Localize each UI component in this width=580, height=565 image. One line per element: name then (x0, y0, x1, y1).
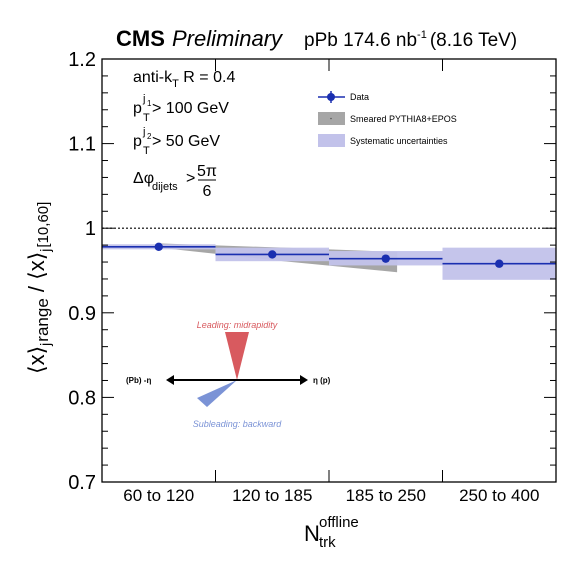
jet-main: anti-k (133, 69, 173, 86)
legend: Data Smeared PYTHIA8+EPOS Systematic unc… (318, 91, 457, 147)
pt2-rest: > 50 GeV (152, 133, 220, 150)
x-category-label: 185 to 250 (346, 486, 426, 505)
dphi-op: > (186, 170, 195, 187)
y-tick-label: 1 (85, 218, 96, 240)
pt2-cut: p j 2 T > 50 GeV (133, 126, 220, 157)
pt1-sub: T (143, 112, 150, 124)
svg-text:⟨x⟩jrange / ⟨x⟩j[10,60]: ⟨x⟩jrange / ⟨x⟩j[10,60] (24, 202, 53, 374)
pt1-sup: j (142, 93, 145, 105)
eta-axis-left-arrow (166, 375, 174, 385)
legend-syst-swatch (318, 134, 345, 147)
jet-sub: T (172, 78, 179, 90)
eta-axis-right-arrow (300, 375, 308, 385)
pt1-main: p (133, 100, 142, 117)
x-category-label: 60 to 120 (123, 486, 194, 505)
x-category-label: 250 to 400 (459, 486, 539, 505)
data-point (154, 242, 163, 252)
pt1-rest: > 100 GeV (152, 100, 229, 117)
ylabel-mid: / (24, 280, 49, 298)
xlabel-main: N (304, 521, 320, 546)
dphi-den: 6 (203, 183, 212, 200)
leading-jet-label: Leading: midrapidity (197, 320, 278, 330)
ylabel-a-subsub: range (33, 298, 52, 341)
ylabel-a: ⟨x⟩ (24, 346, 49, 374)
pt1-supsub: 1 (147, 99, 152, 108)
pt2-supsub: 2 (147, 132, 152, 141)
kinematics-diagram: Leading: midrapidity (Pb) -η η (p) Suble… (126, 320, 331, 429)
jet-rest: R = 0.4 (179, 69, 236, 86)
y-tick-label: 0.8 (68, 387, 96, 409)
legend-model-entry: Smeared PYTHIA8+EPOS (318, 112, 457, 125)
ylabel-b-subsub: [10,60] (35, 202, 52, 248)
subleading-jet-cone (197, 380, 237, 407)
dphi-sub: dijets (152, 181, 178, 193)
dphi-num: 5π (197, 163, 217, 180)
bands-layer (102, 243, 556, 280)
pt2-sup: j (142, 126, 145, 138)
data-point (268, 250, 277, 259)
eta-right-label: η (p) (313, 376, 331, 385)
y-tick-label: 0.9 (68, 303, 96, 325)
x-category-label: 120 to 185 (232, 486, 312, 505)
y-tick-label: 1.1 (68, 134, 96, 156)
lumi-label: pPb 174.6 nb-1 (8.16 TeV) (304, 29, 517, 51)
ylabel-a-sub: j (37, 343, 53, 347)
legend-syst-entry: Systematic uncertainties (318, 134, 448, 147)
dphi-cut: Δφ dijets > 5π 6 (133, 163, 217, 200)
data-layer (102, 242, 556, 268)
legend-data-marker (327, 93, 335, 101)
pt1-cut: p j 1 T > 100 GeV (133, 93, 229, 124)
data-point (381, 254, 390, 263)
y-tick-label: 1.2 (68, 49, 96, 71)
y-tick-label: 0.7 (68, 472, 96, 494)
ylabel-b: ⟨x⟩ (24, 252, 49, 280)
lumi-energy: (8.16 TeV) (430, 30, 517, 51)
pt2-sub: T (143, 145, 150, 157)
pt2-main: p (133, 133, 142, 150)
experiment-label: CMS (116, 26, 165, 51)
legend-syst-label: Systematic uncertainties (350, 136, 448, 146)
leading-jet-cone (225, 332, 249, 380)
legend-data-entry: Data (318, 91, 369, 103)
lumi-system: pPb 174.6 nb (304, 30, 417, 51)
jet-algorithm: anti-kT R = 0.4 (133, 69, 235, 90)
y-axis-title: ⟨x⟩jrange / ⟨x⟩j[10,60] (24, 202, 53, 374)
dphi-main: Δφ (133, 170, 154, 187)
eta-left-label: (Pb) -η (126, 376, 151, 385)
subleading-jet-label: Subleading: backward (193, 419, 283, 429)
legend-model-label: Smeared PYTHIA8+EPOS (350, 114, 457, 124)
x-axis-title: N offline trk (304, 514, 359, 551)
xlabel-sub: trk (319, 534, 336, 551)
ylabel-b-sub: j (37, 249, 53, 253)
status-label: Preliminary (172, 26, 284, 51)
xlabel-sup: offline (319, 514, 359, 531)
legend-data-label: Data (350, 92, 369, 102)
legend-model-dot (330, 117, 332, 120)
ticks-layer: 0.7 0.8 0.9 1 1.1 1.2 60 to 120 120 to 185 185 t… (68, 49, 556, 505)
data-point (495, 259, 504, 268)
lumi-exponent: -1 (417, 29, 427, 41)
